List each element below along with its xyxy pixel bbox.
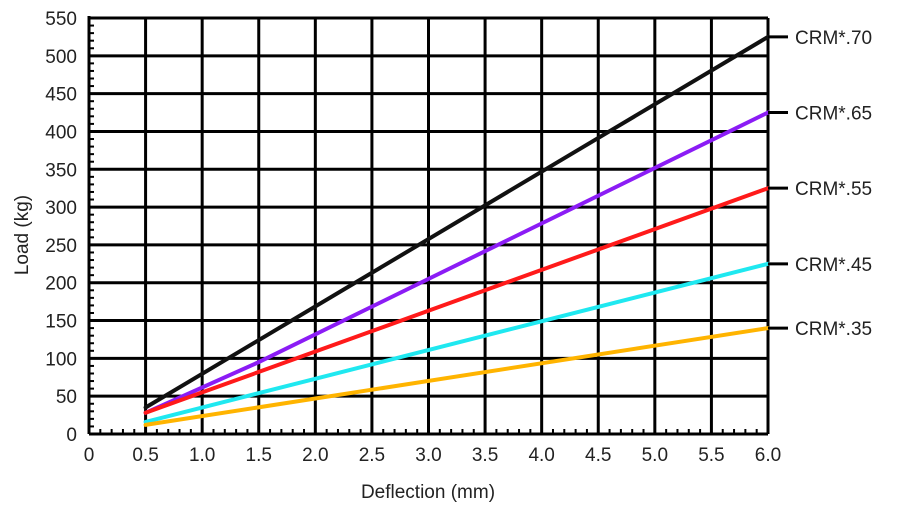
x-tick-label: 3.5 (472, 445, 498, 466)
x-axis-title: Deflection (mm) (361, 482, 495, 503)
series-layer (143, 34, 770, 427)
x-tick-label: 2.0 (302, 445, 328, 466)
y-tick-label: 250 (45, 236, 77, 257)
series-label-CRM*.65: CRM*.65 (795, 104, 872, 125)
y-tick-label: 0 (66, 425, 77, 446)
y-tick-label: 450 (45, 85, 77, 106)
y-tick-label: 100 (45, 349, 77, 370)
y-tick-label: 50 (56, 387, 77, 408)
series-line-CRM*.35 (143, 326, 770, 427)
x-tick-label: 2.5 (359, 445, 385, 466)
x-tick-label: 3.0 (415, 445, 441, 466)
y-tick-label: 550 (45, 9, 77, 30)
frame-layer (87, 16, 769, 436)
series-label-CRM*.55: CRM*.55 (795, 179, 872, 200)
label-layer: 0 50 100 150 200 250 300 350 400 450 500 550 0 0.5 1.0… (45, 9, 872, 466)
y-tick-label: 500 (45, 47, 77, 68)
y-tick-label: 400 (45, 122, 77, 143)
y-axis-title: Load (kg) (12, 195, 33, 275)
x-tick-label: 4.5 (585, 445, 611, 466)
series-line-CRM*.45 (143, 261, 770, 424)
series-label-CRM*.35: CRM*.35 (795, 319, 872, 340)
x-tick-label: 5.5 (698, 445, 724, 466)
series-label-CRM*.70: CRM*.70 (795, 28, 872, 49)
series-line-CRM*.55 (143, 186, 770, 415)
x-tick-label: 0.5 (132, 445, 158, 466)
x-tick-label: 1.0 (189, 445, 215, 466)
grid-layer (89, 16, 770, 434)
y-tick-label: 350 (45, 160, 77, 181)
x-tick-label: 5.0 (642, 445, 668, 466)
x-tick-label: 6.0 (755, 445, 781, 466)
y-tick-label: 200 (45, 274, 77, 295)
y-tick-label: 150 (45, 312, 77, 333)
series-line-CRM*.70 (143, 34, 770, 410)
x-tick-label: 0 (84, 445, 95, 466)
x-tick-label: 4.0 (528, 445, 554, 466)
x-tick-label: 1.5 (246, 445, 272, 466)
series-label-CRM*.45: CRM*.45 (795, 255, 872, 276)
y-tick-label: 300 (45, 198, 77, 219)
series-line-CRM*.65 (143, 110, 770, 415)
